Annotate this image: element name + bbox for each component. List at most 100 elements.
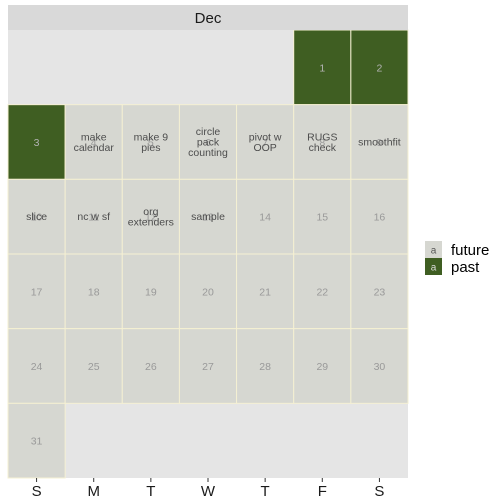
legend-entry: a future: [425, 241, 489, 259]
legend-key-letter: a: [431, 246, 437, 257]
day-tile-fill: [121, 328, 180, 404]
day-number: 16: [374, 212, 386, 224]
event-label: make 9 pies: [134, 131, 169, 154]
day-tile: 23: [350, 253, 409, 330]
day-tile: 21: [236, 253, 295, 330]
day-number: 31: [31, 436, 43, 448]
day-tile: 3: [7, 104, 66, 180]
legend-key-letter: a: [431, 263, 437, 274]
day-number: 20: [202, 286, 214, 298]
day-tile: 17: [7, 253, 66, 330]
day-tile: 1: [293, 29, 352, 106]
day-number: 19: [145, 286, 157, 298]
day-tile-fill: [293, 328, 352, 404]
legend-entry: a past: [425, 258, 480, 276]
day-number: 10: [31, 212, 43, 224]
day-tile: 30: [350, 328, 409, 404]
day-tile-fill: [178, 178, 238, 255]
day-number: 30: [374, 361, 386, 373]
event-label: nc w sf: [77, 211, 110, 223]
day-number: 15: [316, 212, 328, 224]
day-tile-fill: [350, 328, 409, 404]
day-tile: 14: [236, 178, 295, 255]
legend: a future a past: [425, 241, 489, 276]
day-number: 18: [88, 286, 100, 298]
day-number: 24: [31, 361, 43, 373]
day-tile-fill: [350, 253, 409, 330]
day-tile: 26: [121, 328, 180, 404]
day-number: 27: [202, 361, 214, 373]
day-number: 6: [205, 137, 211, 149]
day-number: 7: [262, 137, 268, 149]
day-number: 2: [377, 62, 383, 74]
day-tile: 29: [293, 328, 352, 404]
day-number: 26: [145, 361, 157, 373]
weekday-label: S: [374, 483, 384, 500]
day-tile-fill: [64, 104, 123, 180]
day-number: 9: [377, 137, 383, 149]
day-tile: 27: [178, 328, 238, 404]
day-number: 5: [148, 137, 154, 149]
event-label: make calendar: [74, 131, 115, 154]
day-tile-fill: [350, 104, 409, 180]
day-number: 25: [88, 361, 100, 373]
event-label: pivot w OOP: [249, 131, 282, 154]
day-tile-fill: [236, 253, 295, 330]
day-tile-fill: [64, 178, 123, 255]
day-number: 28: [259, 361, 271, 373]
weekday-label: M: [87, 483, 100, 500]
day-tile: 18: [64, 253, 123, 330]
day-tile-fill: [350, 178, 409, 255]
month-strip: [8, 5, 408, 30]
day-number: 29: [316, 361, 328, 373]
day-number: 23: [374, 286, 386, 298]
weekday-label: S: [32, 483, 42, 500]
day-tile-fill: [178, 328, 238, 404]
day-number: 12: [145, 212, 157, 224]
day-tile: 28: [236, 328, 295, 404]
day-tile: 24: [7, 328, 66, 404]
day-number: 11: [88, 212, 99, 224]
day-tile-fill: [293, 104, 352, 180]
day-number: 22: [316, 286, 328, 298]
day-tile: 31: [7, 402, 66, 479]
day-tile: 19: [121, 253, 180, 330]
day-number: 21: [259, 286, 271, 298]
legend-label: future: [451, 242, 489, 259]
day-tile-fill: [293, 29, 352, 106]
event-label: sample: [191, 211, 225, 223]
day-tile-fill: [7, 104, 66, 180]
event-label: slice: [26, 211, 47, 223]
day-tile-fill: [121, 178, 180, 255]
weekday-label: T: [146, 483, 155, 500]
day-tile-fill: [350, 29, 409, 106]
day-tile-fill: [293, 253, 352, 330]
day-tile-fill: [64, 328, 123, 404]
event-label: smoothfit: [358, 137, 401, 149]
day-number: 8: [319, 137, 325, 149]
day-tile: 2: [350, 29, 409, 106]
event-label: RUGS check: [307, 131, 337, 154]
weekday-label: F: [318, 483, 327, 500]
event-label: org extenders: [128, 206, 174, 229]
event-label: circle pack counting: [188, 126, 228, 159]
day-tile-fill: [121, 104, 180, 180]
day-tile: 15: [293, 178, 352, 255]
day-tile-fill: [293, 178, 352, 255]
day-number: 13: [202, 212, 214, 224]
day-number: 3: [34, 137, 40, 149]
weekday-label: W: [201, 483, 216, 500]
day-tile-fill: [64, 253, 123, 330]
